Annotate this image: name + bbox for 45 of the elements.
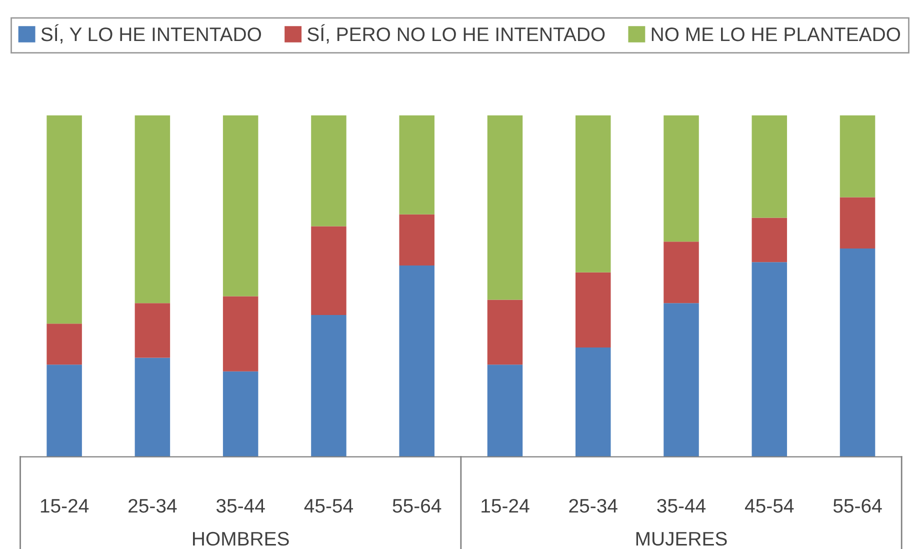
x-tick-label: 35-44 bbox=[657, 498, 706, 513]
bar bbox=[575, 115, 611, 272]
x-tick-label: 55-64 bbox=[392, 498, 442, 513]
bar bbox=[134, 115, 170, 304]
legend-label: NO ME LO HE PLANTEADO bbox=[652, 27, 900, 42]
bar bbox=[222, 115, 258, 296]
x-tick-label: 45-54 bbox=[304, 499, 354, 513]
bar bbox=[575, 347, 611, 457]
text: HOMBRES bbox=[193, 532, 289, 546]
legend-label: SÍ, Y LO HE INTENTADO bbox=[41, 24, 262, 44]
bar bbox=[487, 115, 523, 300]
bar bbox=[46, 364, 82, 457]
x-tick-label: 55-64 bbox=[833, 498, 882, 513]
bar bbox=[134, 303, 170, 358]
bar bbox=[311, 226, 346, 316]
bar bbox=[840, 248, 876, 457]
bar bbox=[840, 197, 876, 248]
bar bbox=[487, 300, 523, 365]
bar bbox=[222, 371, 258, 457]
x-tick-label: 15-24 bbox=[40, 498, 89, 513]
bar bbox=[399, 115, 434, 214]
text: MUJERES bbox=[636, 532, 727, 546]
legend-label: SÍ, PERO NO LO HE INTENTADO bbox=[308, 24, 605, 44]
bar bbox=[752, 218, 788, 262]
x-tick-label: 15-24 bbox=[482, 498, 530, 513]
bar bbox=[575, 272, 611, 348]
bar bbox=[399, 266, 434, 457]
bar bbox=[664, 303, 699, 457]
bar bbox=[840, 115, 876, 198]
x-tick-label: 25-34 bbox=[128, 498, 177, 513]
bar bbox=[311, 315, 346, 457]
bar bbox=[487, 364, 523, 457]
bar bbox=[399, 214, 434, 266]
x-tick-label: 45-54 bbox=[744, 499, 794, 513]
bar bbox=[311, 115, 346, 226]
bar bbox=[752, 115, 788, 218]
bar bbox=[222, 296, 258, 372]
bar bbox=[752, 262, 788, 457]
bar bbox=[46, 324, 82, 365]
bar bbox=[664, 115, 699, 242]
bar bbox=[46, 115, 82, 324]
x-tick-label: 35-44 bbox=[216, 498, 265, 513]
bar bbox=[664, 242, 699, 304]
bar bbox=[134, 358, 170, 457]
x-tick-label: 25-34 bbox=[569, 498, 618, 513]
